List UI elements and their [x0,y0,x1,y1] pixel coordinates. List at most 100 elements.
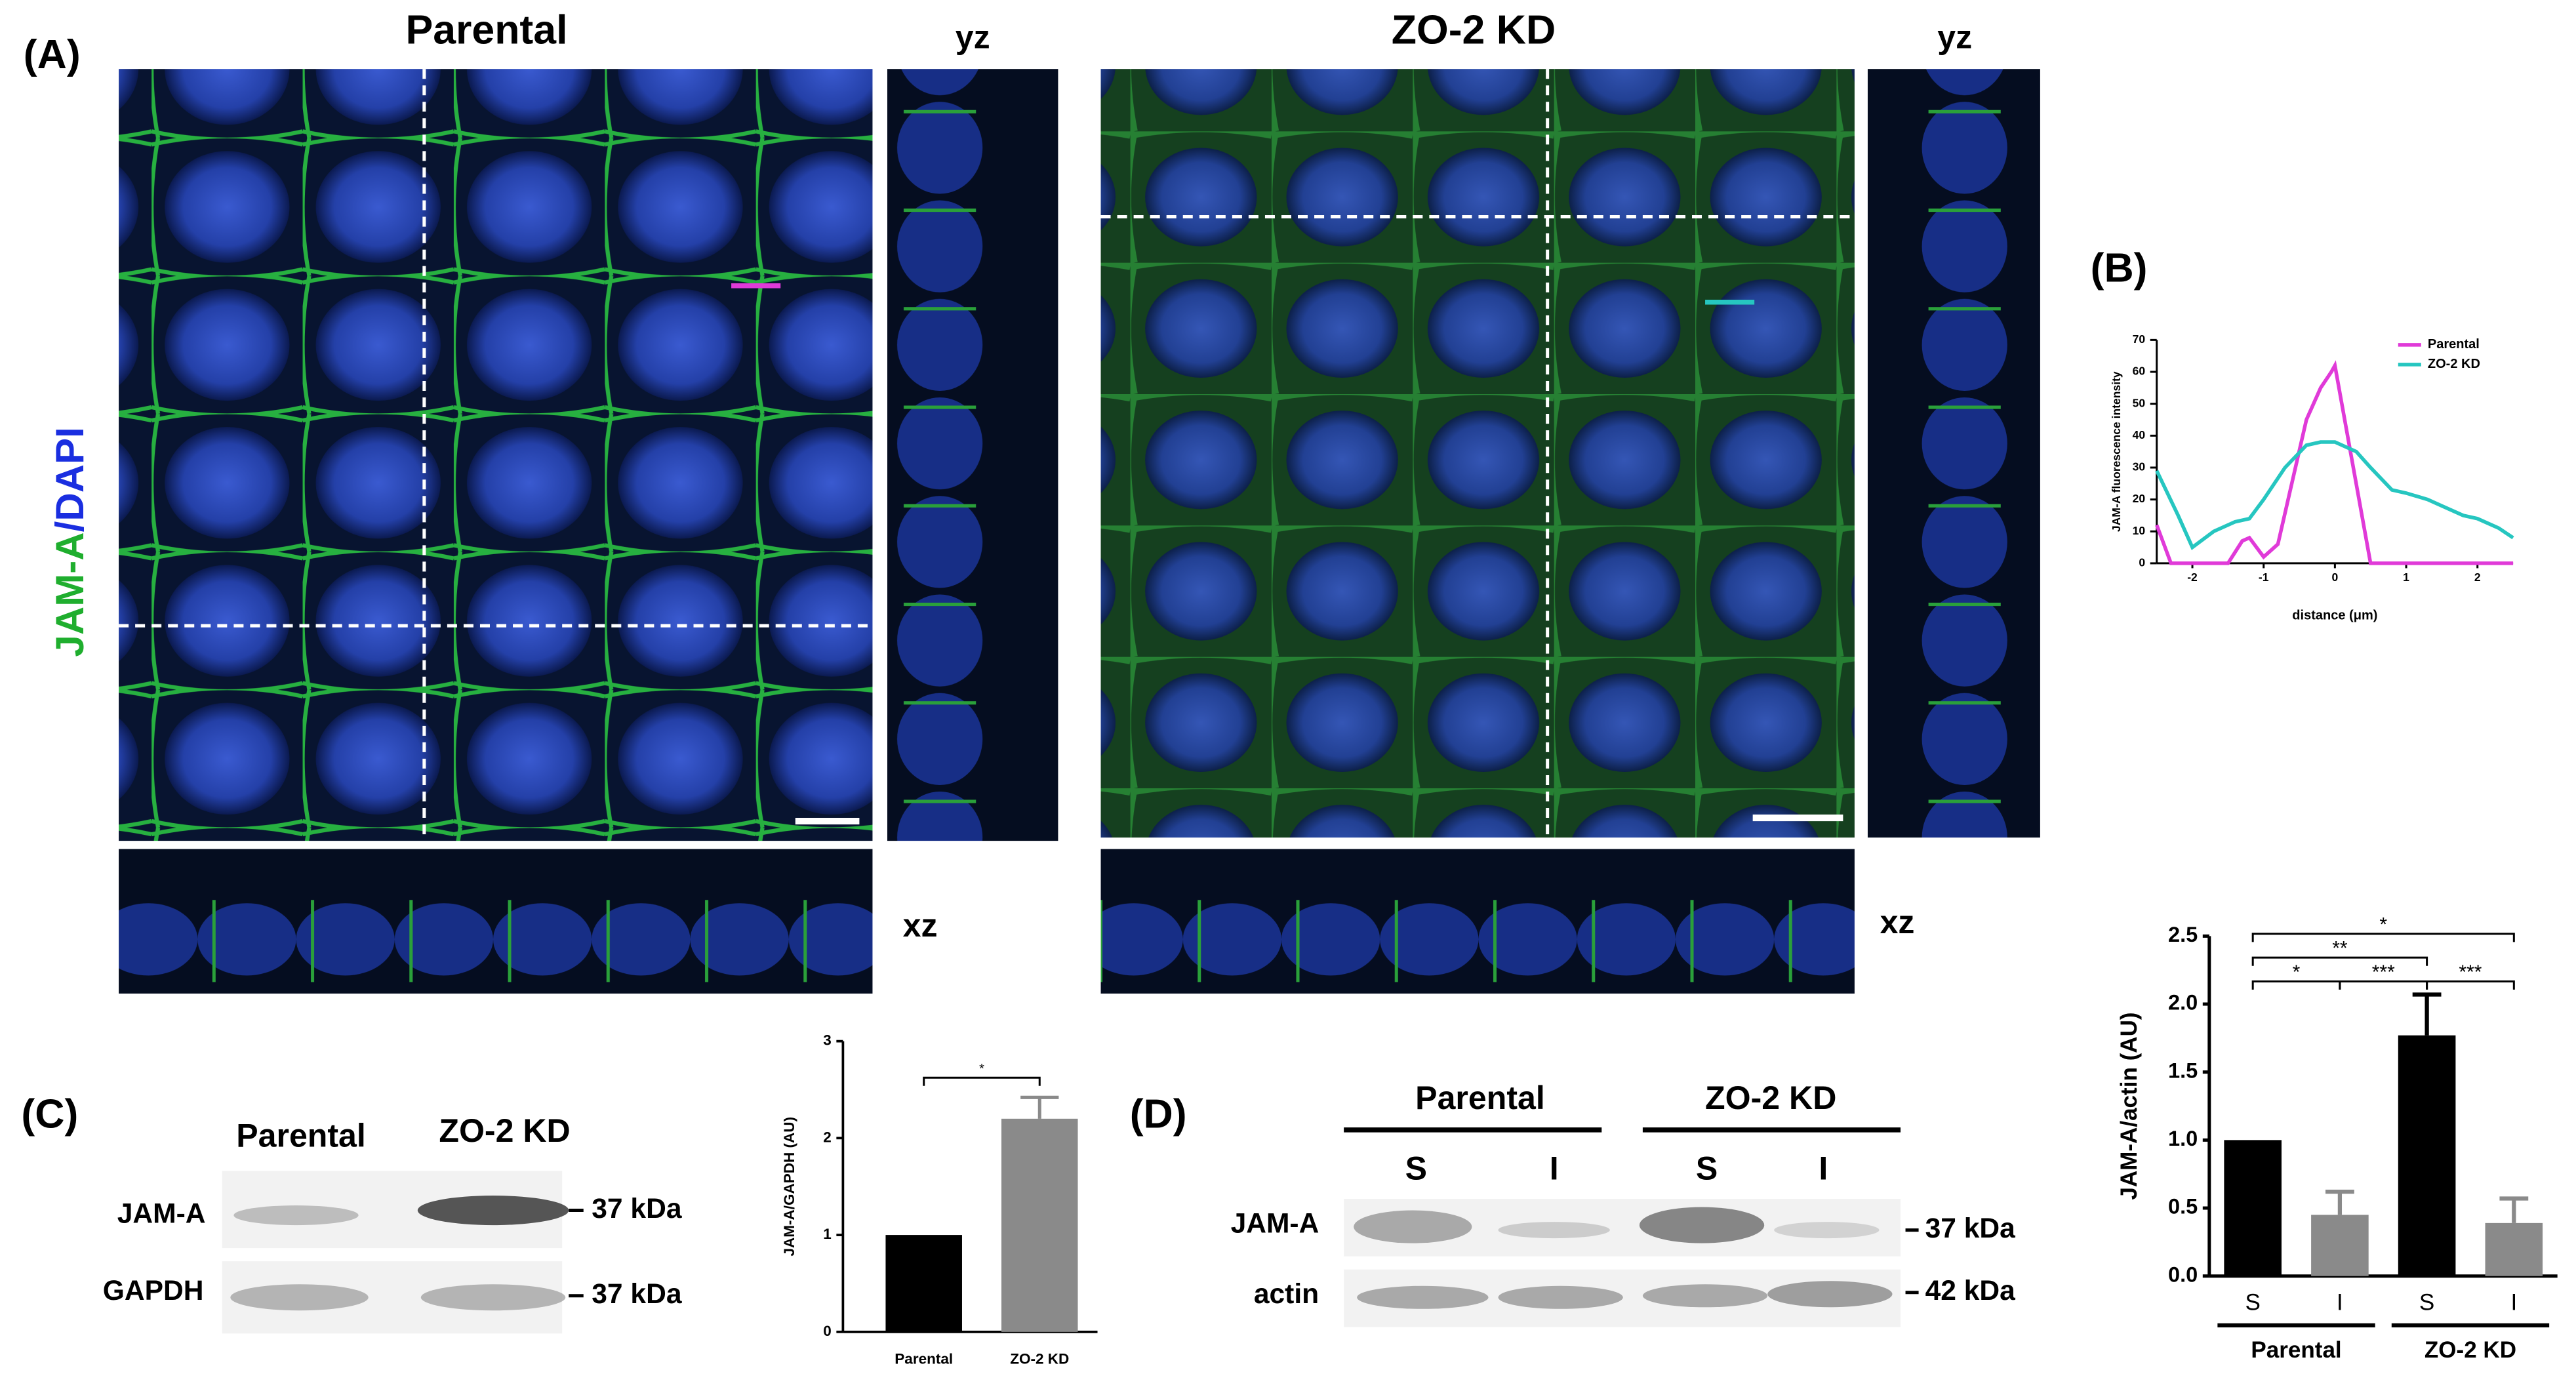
lane-label: S [1405,1150,1427,1187]
xz-section [1100,849,1855,994]
stain-blue: /DAPI [48,427,92,532]
band [230,1284,369,1311]
yz-section [1867,69,2040,838]
significance-label: *** [2372,961,2395,983]
view-label: xz [903,907,938,944]
lane-label: I [1819,1150,1828,1187]
y-tick-label: 70 [2133,333,2146,346]
x-tick-label: I [2510,1290,2517,1316]
size-label: 42 kDa [1925,1275,2016,1306]
size-label: 37 kDa [592,1193,682,1224]
y-tick-label: 1 [823,1226,832,1242]
y-axis-label: JAM-A fluorescence intensity [2110,371,2123,532]
lane-label: S [1696,1150,1718,1187]
y-tick-label: 2 [823,1129,832,1145]
significance-bracket [2251,933,2515,942]
x-tick-label: -2 [2187,571,2198,584]
bar [2311,1215,2369,1276]
view-label: yz [956,18,990,55]
data-line [2155,440,2514,550]
significance-label: * [2293,961,2301,983]
significance-label: * [2379,914,2387,935]
bar [2224,1140,2282,1276]
y-tick-label: 0 [823,1323,832,1339]
panel-label: (A) [24,31,81,77]
y-tick-label: 0.5 [2168,1195,2198,1219]
row-label: actin [1254,1278,1319,1310]
y-tick-label: 30 [2133,460,2146,474]
y-tick-label: 50 [2133,396,2146,409]
yz-section [887,69,1058,841]
bar [2485,1222,2543,1276]
y-axis-label: JAM-A/actin (AU) [2116,1012,2142,1199]
stain-green: JAM-A [48,532,92,656]
x-tick-label: -1 [2259,571,2269,584]
band [1774,1222,1880,1239]
y-tick-label: 0.0 [2168,1262,2198,1286]
x-tick-label: S [2245,1290,2260,1316]
row-label: JAM-A [117,1198,206,1229]
row-label: GAPDH [103,1275,204,1306]
panel-label: (B) [2091,245,2148,291]
error-bar [2325,1190,2354,1215]
group-label: ZO-2 KD [2425,1337,2516,1363]
lane-label: ZO-2 KD [439,1112,570,1149]
micrograph [119,69,873,841]
y-tick-label: 40 [2133,428,2146,441]
y-tick-label: 2.0 [2168,991,2198,1015]
y-tick-label: 60 [2133,365,2146,378]
band [417,1196,569,1226]
significance-bracket [2426,980,2515,990]
error-bar [2499,1196,2529,1223]
group-label: ZO-2 KD [1705,1079,1836,1116]
band [233,1205,359,1226]
x-axis-label: distance (μm) [2292,608,2377,622]
lane-label: Parental [236,1118,366,1154]
size-label: 37 kDa [592,1278,682,1310]
band [1642,1284,1768,1308]
lane-label: I [1550,1150,1559,1187]
error-bar [2412,992,2442,1036]
x-tick-label: S [2419,1290,2434,1316]
y-tick-label: 1.5 [2168,1058,2198,1082]
panel-label: (C) [21,1091,78,1137]
size-label: 37 kDa [1925,1213,2016,1244]
y-tick-label: 2.5 [2168,923,2198,946]
view-label: yz [1937,18,1972,55]
y-tick-label: 10 [2133,524,2146,537]
y-tick-label: 0 [2139,556,2145,569]
row-label: JAM-A [1231,1207,1319,1239]
x-tick-label: I [2337,1290,2343,1316]
x-tick-label: 1 [2403,571,2409,584]
view-label: xz [1880,904,1915,940]
band [1498,1285,1623,1309]
significance-bracket [2251,956,2428,966]
bar [1001,1118,1078,1332]
band [1354,1210,1472,1243]
condition-title: ZO-2 KD [1392,7,1556,53]
bar [2398,1035,2456,1276]
y-tick-label: 1.0 [2168,1127,2198,1150]
x-tick-label: 2 [2474,571,2481,584]
group-label: Parental [1415,1079,1545,1116]
xz-section [119,849,873,994]
condition-title: Parental [405,7,567,53]
band [1498,1222,1610,1239]
error-bar [1020,1095,1059,1119]
x-tick-label: 0 [2332,571,2339,584]
panel-label: (D) [1130,1091,1187,1137]
band [1639,1207,1765,1243]
bar [885,1235,962,1332]
band [420,1284,566,1311]
significance-bracket [923,1076,1041,1086]
x-tick-label: Parental [895,1350,953,1367]
stain-label: JAM-A/DAPI [48,427,92,656]
data-line [2155,360,2514,565]
legend-label: ZO-2 KD [2428,357,2480,371]
x-tick-label: ZO-2 KD [1010,1350,1069,1367]
y-tick-label: 3 [823,1032,832,1049]
band [1767,1281,1893,1308]
legend-label: Parental [2428,337,2480,352]
significance-label: *** [2459,961,2482,983]
